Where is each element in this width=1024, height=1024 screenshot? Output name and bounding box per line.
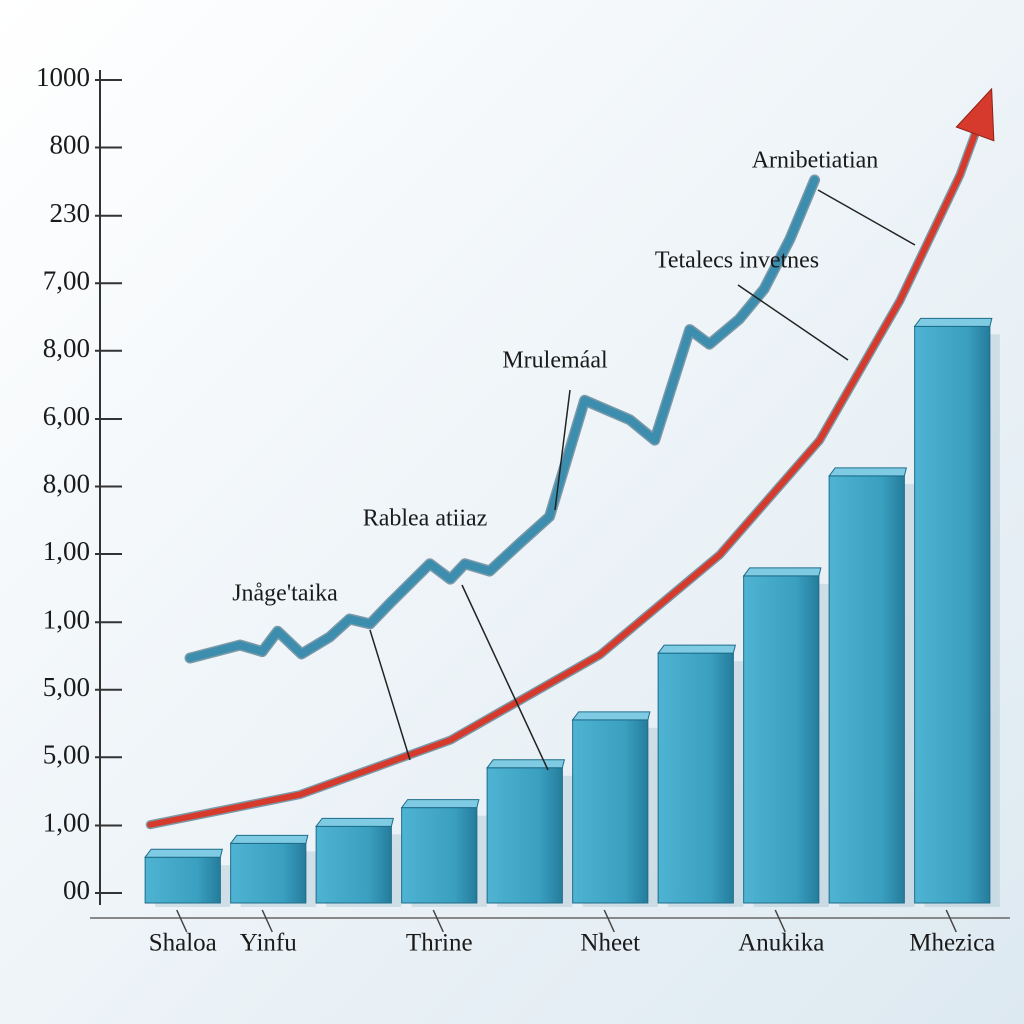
annotation-leader (554, 389, 571, 511)
bar-top (486, 759, 566, 769)
y-tick-label: 1,00 (43, 808, 90, 838)
annotation: Mrulemáal (502, 348, 608, 374)
y-tick-label: 1,00 (43, 536, 90, 566)
x-tick (603, 909, 615, 933)
annotation-leader (817, 189, 916, 246)
annotation: Arnibetiatian (752, 148, 879, 174)
x-tick (176, 909, 188, 933)
annotation: Rablea atiiaz (363, 506, 488, 532)
bar (315, 825, 392, 904)
y-tick-label: 5,00 (43, 739, 90, 769)
y-tick-label: 7,00 (43, 265, 90, 295)
arrow-head (955, 87, 995, 142)
y-tick-label: 00 (63, 875, 90, 905)
y-tick-label: 8,00 (43, 333, 90, 363)
x-tick-label: Shaloa (149, 930, 217, 957)
x-tick (774, 909, 786, 933)
trend-line (147, 104, 988, 828)
bar-top (742, 567, 822, 577)
line (186, 175, 819, 663)
x-tick-label: Mhezica (909, 930, 995, 957)
y-tick-label: 6,00 (43, 401, 90, 431)
bar-top (229, 834, 309, 844)
annotation-leader (369, 629, 411, 761)
bar (401, 807, 478, 904)
annotation-leader (737, 284, 849, 361)
bar-top (657, 644, 737, 654)
x-tick-label: Nheet (580, 930, 640, 957)
bar (657, 652, 734, 904)
y-tick-label: 230 (50, 198, 91, 228)
bar (230, 842, 307, 904)
bar-top (400, 799, 480, 809)
y-tick-label: 8,00 (43, 469, 90, 499)
bar-top (913, 317, 993, 327)
x-tick (945, 909, 957, 933)
bar (914, 325, 991, 904)
x-tick-label: Yinfu (240, 930, 297, 957)
x-tick-label: Anukika (738, 930, 824, 957)
x-tick (432, 909, 444, 933)
bar (486, 767, 563, 904)
annotation: Jnåge'taika (232, 581, 338, 607)
bar-top (144, 848, 224, 858)
y-tick-label: 800 (50, 130, 91, 160)
y-tick-label: 1000 (36, 62, 90, 92)
bar-top (315, 817, 395, 827)
annotation-leader (461, 584, 549, 771)
bar (743, 575, 820, 904)
annotation: Tetalecs invetnes (655, 248, 819, 274)
x-tick (261, 909, 273, 933)
y-tick-label: 1,00 (43, 604, 90, 634)
bar-top (828, 467, 908, 477)
y-tick-label: 5,00 (43, 672, 90, 702)
bar (828, 475, 905, 904)
x-tick-label: Thrine (406, 930, 473, 957)
bar-top (571, 711, 651, 721)
bar (144, 856, 221, 904)
bar (572, 719, 649, 904)
